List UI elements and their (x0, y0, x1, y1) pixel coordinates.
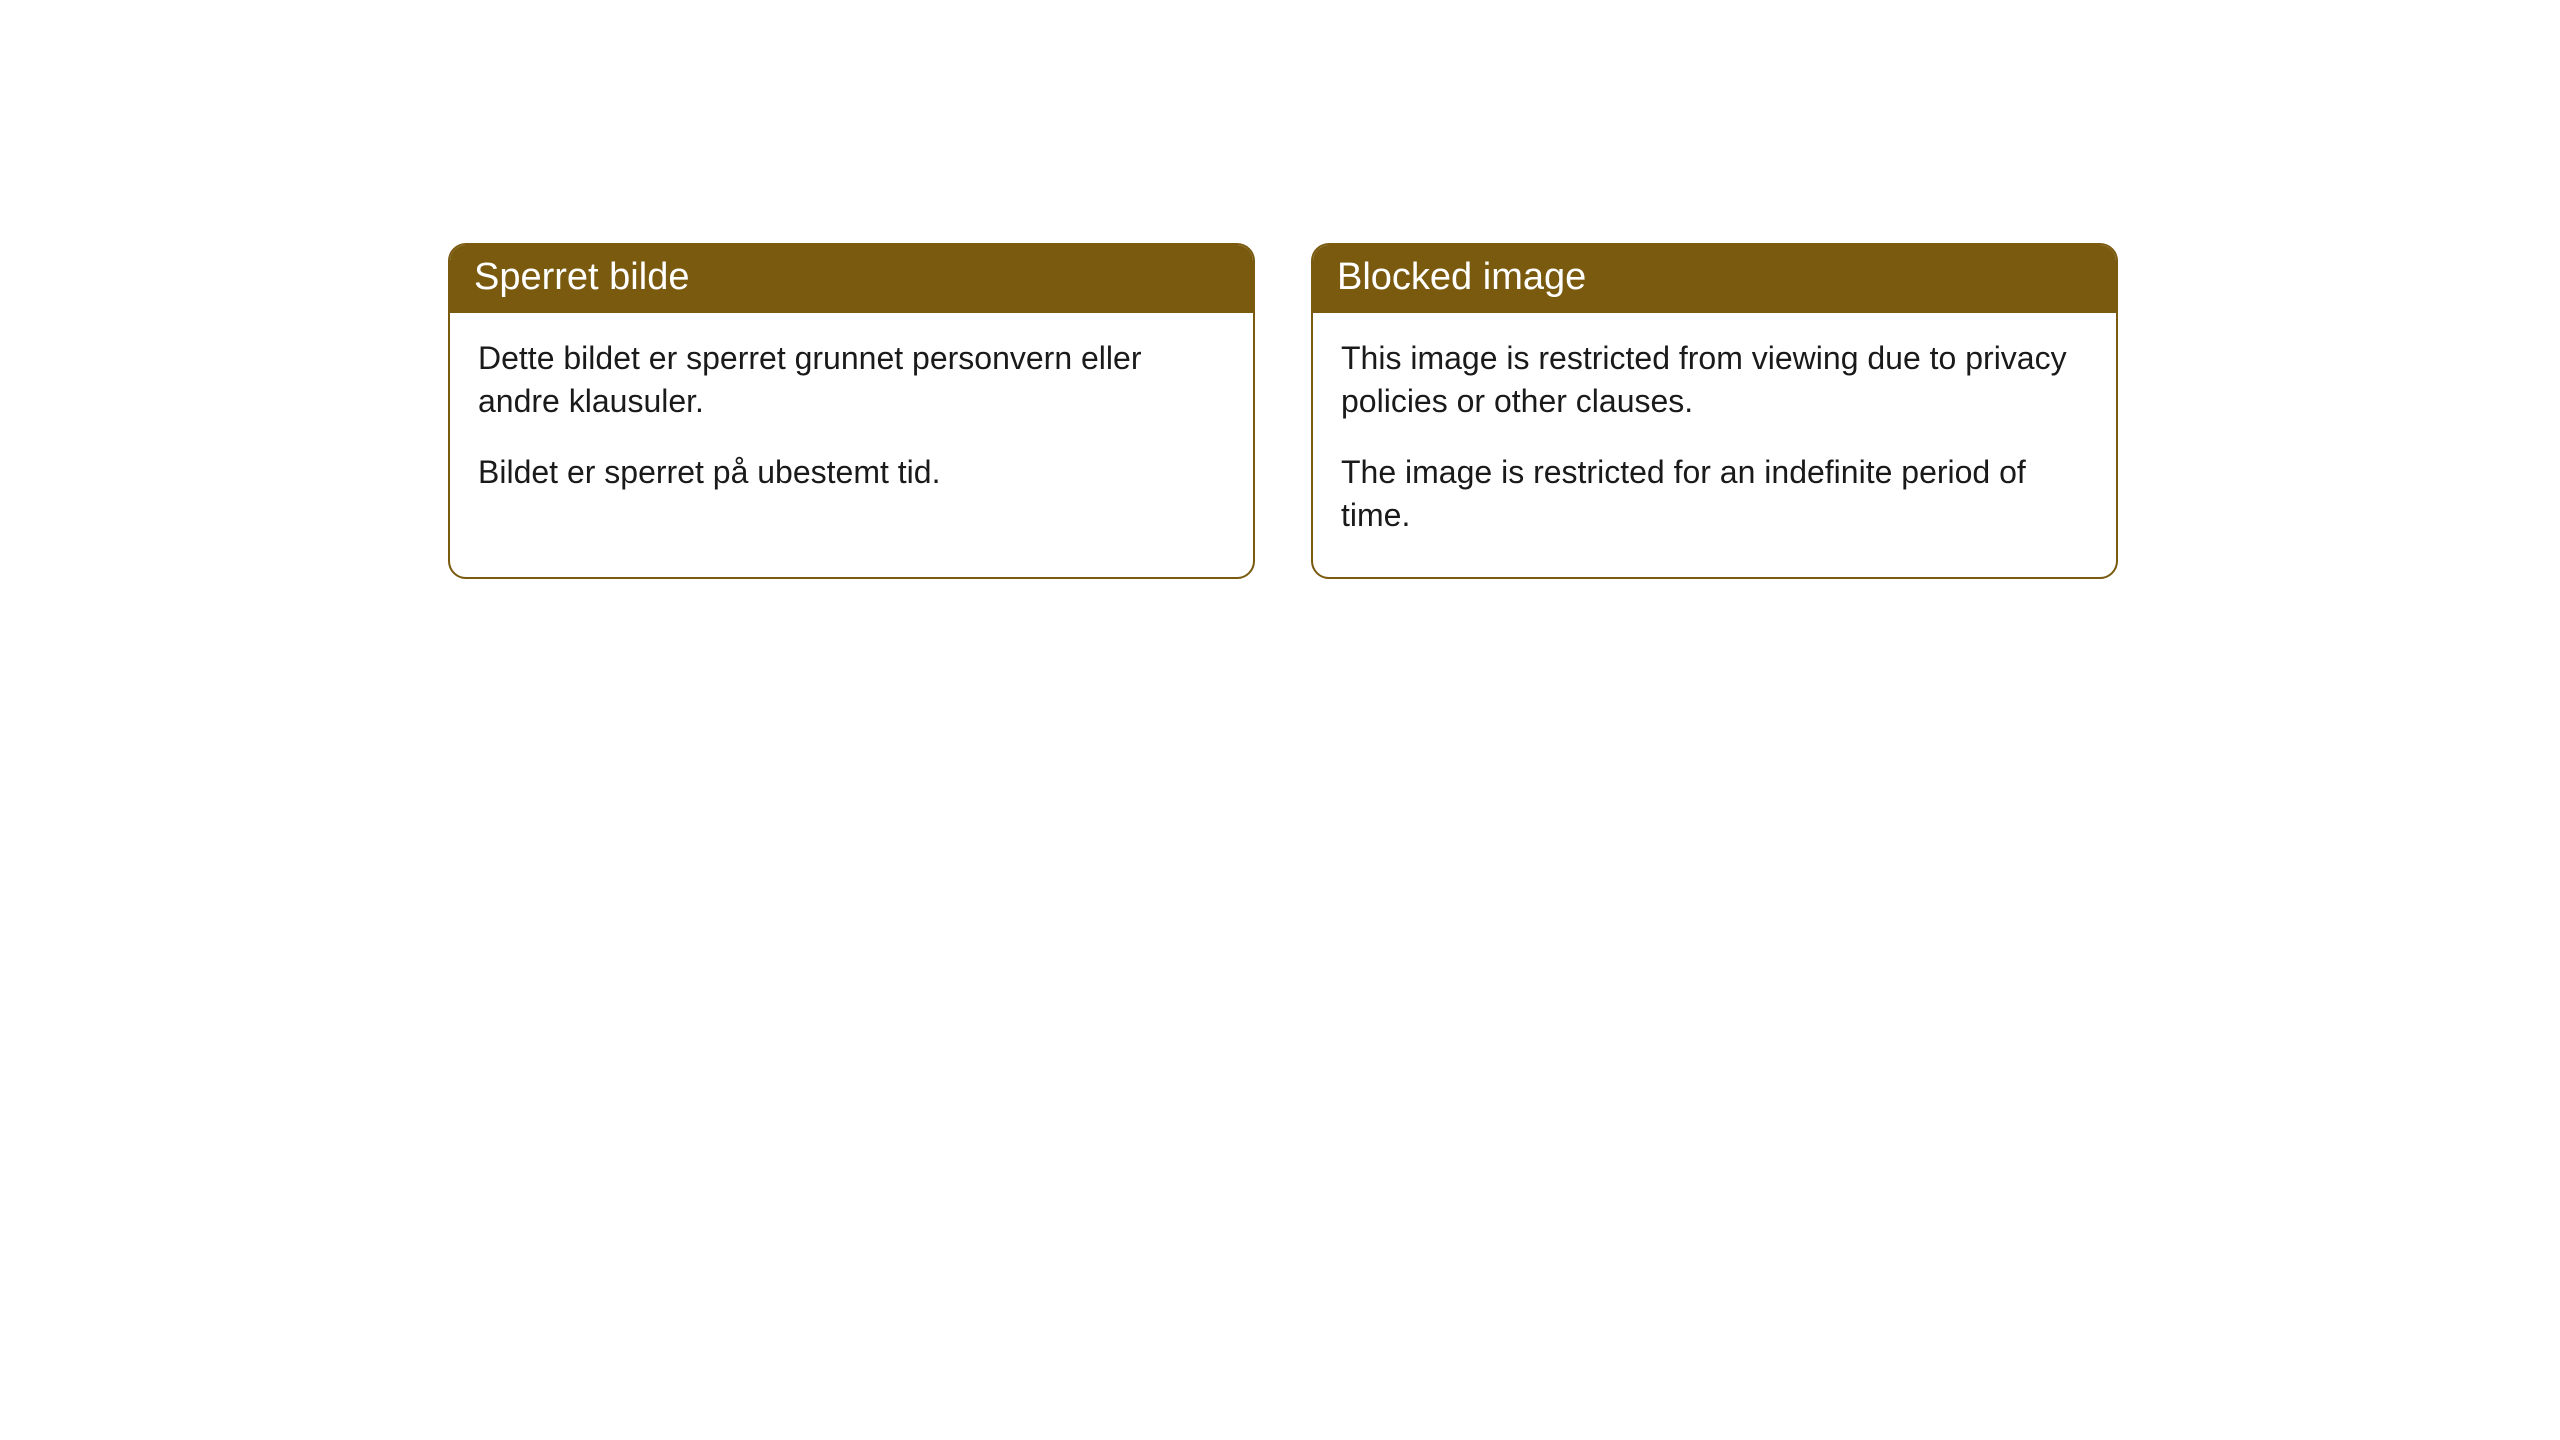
card-text-en-2: The image is restricted for an indefinit… (1341, 451, 2088, 537)
card-text-no-2: Bildet er sperret på ubestemt tid. (478, 451, 1225, 494)
card-header-en: Blocked image (1313, 245, 2116, 313)
blocked-image-card-no: Sperret bilde Dette bildet er sperret gr… (448, 243, 1255, 579)
notices-container: Sperret bilde Dette bildet er sperret gr… (448, 243, 2118, 579)
card-body-no: Dette bildet er sperret grunnet personve… (450, 313, 1253, 535)
card-header-no: Sperret bilde (450, 245, 1253, 313)
card-body-en: This image is restricted from viewing du… (1313, 313, 2116, 578)
blocked-image-card-en: Blocked image This image is restricted f… (1311, 243, 2118, 579)
card-text-no-1: Dette bildet er sperret grunnet personve… (478, 337, 1225, 423)
card-text-en-1: This image is restricted from viewing du… (1341, 337, 2088, 423)
